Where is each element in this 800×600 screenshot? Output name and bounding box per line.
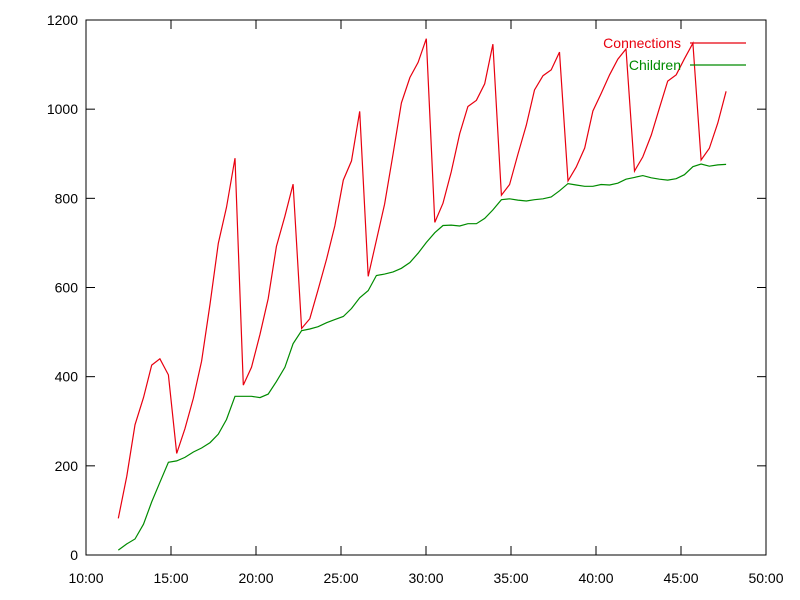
x-axis: 10:00 15:00 20:00 25:00 30:00 35:00 40:00 45:00… — [68, 20, 784, 586]
x-tick-label: 20:00 — [238, 570, 273, 586]
y-tick-label: 400 — [55, 369, 79, 385]
y-tick-label: 0 — [70, 547, 78, 563]
x-tick-label: 50:00 — [748, 570, 783, 586]
y-tick-label: 200 — [55, 458, 79, 474]
x-tick-label: 15:00 — [153, 570, 188, 586]
legend-label-connections: Connections — [603, 35, 681, 51]
series-line-children — [117, 163, 727, 551]
y-tick-label: 800 — [55, 190, 79, 206]
x-tick-label: 45:00 — [663, 570, 698, 586]
y-tick-label: 600 — [55, 280, 79, 296]
series-lines — [117, 38, 727, 551]
legend-label-children: Children — [629, 57, 681, 73]
x-tick-label: 30:00 — [408, 570, 443, 586]
series-line-connections — [117, 38, 727, 519]
y-tick-label: 1200 — [47, 12, 78, 28]
plot-frame — [85, 19, 767, 556]
x-tick-label: 40:00 — [578, 570, 613, 586]
y-axis: 0 200 400 600 800 1000 1200 — [47, 12, 766, 563]
x-tick-label: 25:00 — [323, 570, 358, 586]
legend: Connections Children — [603, 35, 746, 73]
x-tick-label: 10:00 — [68, 570, 103, 586]
x-tick-label: 35:00 — [493, 570, 528, 586]
y-tick-label: 1000 — [47, 101, 78, 117]
